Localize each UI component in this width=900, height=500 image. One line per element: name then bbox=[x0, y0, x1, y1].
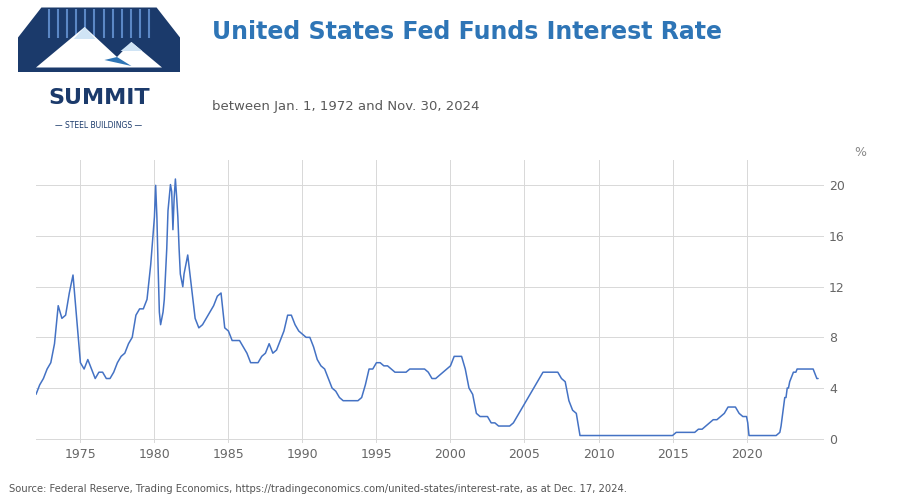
Polygon shape bbox=[104, 57, 131, 66]
Text: between Jan. 1, 1972 and Nov. 30, 2024: between Jan. 1, 1972 and Nov. 30, 2024 bbox=[212, 100, 479, 113]
Polygon shape bbox=[74, 27, 95, 39]
Text: — STEEL BUILDINGS —: — STEEL BUILDINGS — bbox=[56, 122, 142, 130]
Text: United States Fed Funds Interest Rate: United States Fed Funds Interest Rate bbox=[212, 20, 722, 44]
Text: Source: Federal Reserve, Trading Economics, https://tradingeconomics.com/united-: Source: Federal Reserve, Trading Economi… bbox=[9, 484, 627, 494]
Text: %: % bbox=[854, 146, 866, 159]
Polygon shape bbox=[18, 8, 180, 72]
Polygon shape bbox=[121, 42, 142, 51]
Polygon shape bbox=[36, 27, 162, 68]
Text: SUMMIT: SUMMIT bbox=[49, 88, 149, 108]
